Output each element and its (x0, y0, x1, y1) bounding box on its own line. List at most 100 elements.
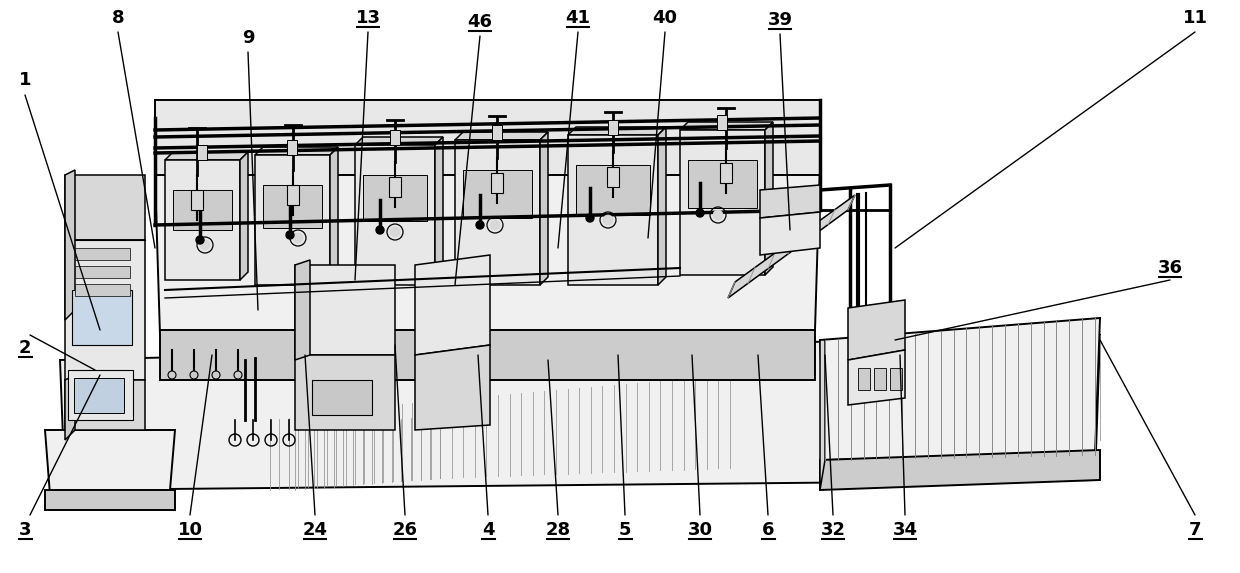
Bar (197, 145, 207, 160)
Polygon shape (64, 170, 74, 320)
Polygon shape (64, 175, 145, 240)
Polygon shape (728, 195, 856, 298)
Polygon shape (64, 240, 145, 380)
Text: 30: 30 (687, 521, 713, 539)
Polygon shape (355, 137, 443, 145)
Polygon shape (45, 490, 175, 510)
Polygon shape (539, 132, 548, 285)
Polygon shape (820, 318, 1100, 460)
Polygon shape (255, 155, 330, 285)
Text: 9: 9 (242, 29, 254, 47)
Bar (858, 368, 870, 390)
Bar (608, 167, 619, 187)
Text: 24: 24 (303, 521, 327, 539)
Bar (391, 130, 401, 145)
Bar (74, 284, 130, 296)
Text: 7: 7 (1189, 521, 1202, 539)
Bar (191, 190, 203, 210)
Text: 5: 5 (619, 521, 631, 539)
Text: 11: 11 (1183, 9, 1208, 27)
Polygon shape (295, 355, 396, 430)
Polygon shape (435, 137, 443, 285)
Text: 13: 13 (356, 9, 381, 27)
Polygon shape (155, 100, 820, 175)
Polygon shape (848, 350, 905, 405)
Text: 1: 1 (19, 71, 31, 89)
Polygon shape (765, 122, 773, 275)
Text: 46: 46 (467, 13, 492, 31)
Bar (263, 185, 322, 228)
Polygon shape (160, 330, 815, 380)
Bar (74, 378, 124, 413)
Circle shape (286, 231, 294, 239)
Text: 28: 28 (546, 521, 570, 539)
Polygon shape (45, 430, 175, 495)
Polygon shape (165, 152, 248, 160)
Polygon shape (820, 450, 1100, 490)
Bar (491, 173, 503, 193)
Bar (688, 160, 756, 208)
Text: 26: 26 (393, 521, 418, 539)
Bar (890, 368, 901, 390)
Polygon shape (455, 140, 539, 285)
Polygon shape (680, 130, 765, 275)
Circle shape (200, 240, 210, 250)
Text: 39: 39 (768, 11, 792, 29)
Text: 40: 40 (652, 9, 677, 27)
Bar (720, 163, 732, 183)
Circle shape (376, 226, 384, 234)
Polygon shape (760, 212, 820, 255)
Bar (312, 380, 372, 415)
Polygon shape (64, 375, 74, 440)
Polygon shape (64, 380, 145, 430)
Text: 2: 2 (19, 339, 31, 357)
Polygon shape (848, 300, 905, 360)
Polygon shape (155, 165, 820, 335)
Bar (68, 370, 133, 420)
Bar (874, 368, 887, 390)
Bar (389, 177, 401, 197)
Text: 10: 10 (177, 521, 202, 539)
Bar (717, 115, 727, 130)
Text: 4: 4 (482, 521, 495, 539)
Text: 8: 8 (112, 9, 124, 27)
Polygon shape (568, 135, 658, 285)
Circle shape (293, 233, 303, 243)
Bar (463, 170, 532, 218)
Polygon shape (760, 185, 820, 218)
Polygon shape (60, 335, 1100, 490)
Bar (74, 248, 130, 260)
Polygon shape (415, 255, 490, 355)
Circle shape (587, 214, 594, 222)
Bar (286, 185, 299, 205)
Circle shape (476, 221, 484, 229)
Circle shape (603, 215, 613, 225)
Polygon shape (355, 145, 435, 285)
Circle shape (713, 210, 723, 220)
Polygon shape (415, 345, 490, 430)
Polygon shape (241, 152, 248, 280)
Circle shape (696, 209, 704, 217)
Polygon shape (255, 147, 339, 155)
Circle shape (196, 236, 205, 244)
Text: 41: 41 (565, 9, 590, 27)
Bar (286, 140, 298, 155)
Text: 6: 6 (761, 521, 774, 539)
Bar (608, 120, 618, 135)
Polygon shape (455, 132, 548, 140)
Polygon shape (680, 122, 773, 130)
Polygon shape (295, 265, 396, 355)
Text: 3: 3 (19, 521, 31, 539)
Bar (492, 125, 502, 140)
Circle shape (391, 227, 401, 237)
Polygon shape (295, 260, 310, 360)
Text: 32: 32 (821, 521, 846, 539)
Circle shape (490, 220, 500, 230)
Polygon shape (658, 127, 666, 285)
Bar (72, 290, 131, 345)
Text: 34: 34 (893, 521, 918, 539)
Polygon shape (330, 147, 339, 285)
Bar (363, 175, 427, 221)
Polygon shape (165, 160, 241, 280)
Bar (174, 190, 232, 230)
